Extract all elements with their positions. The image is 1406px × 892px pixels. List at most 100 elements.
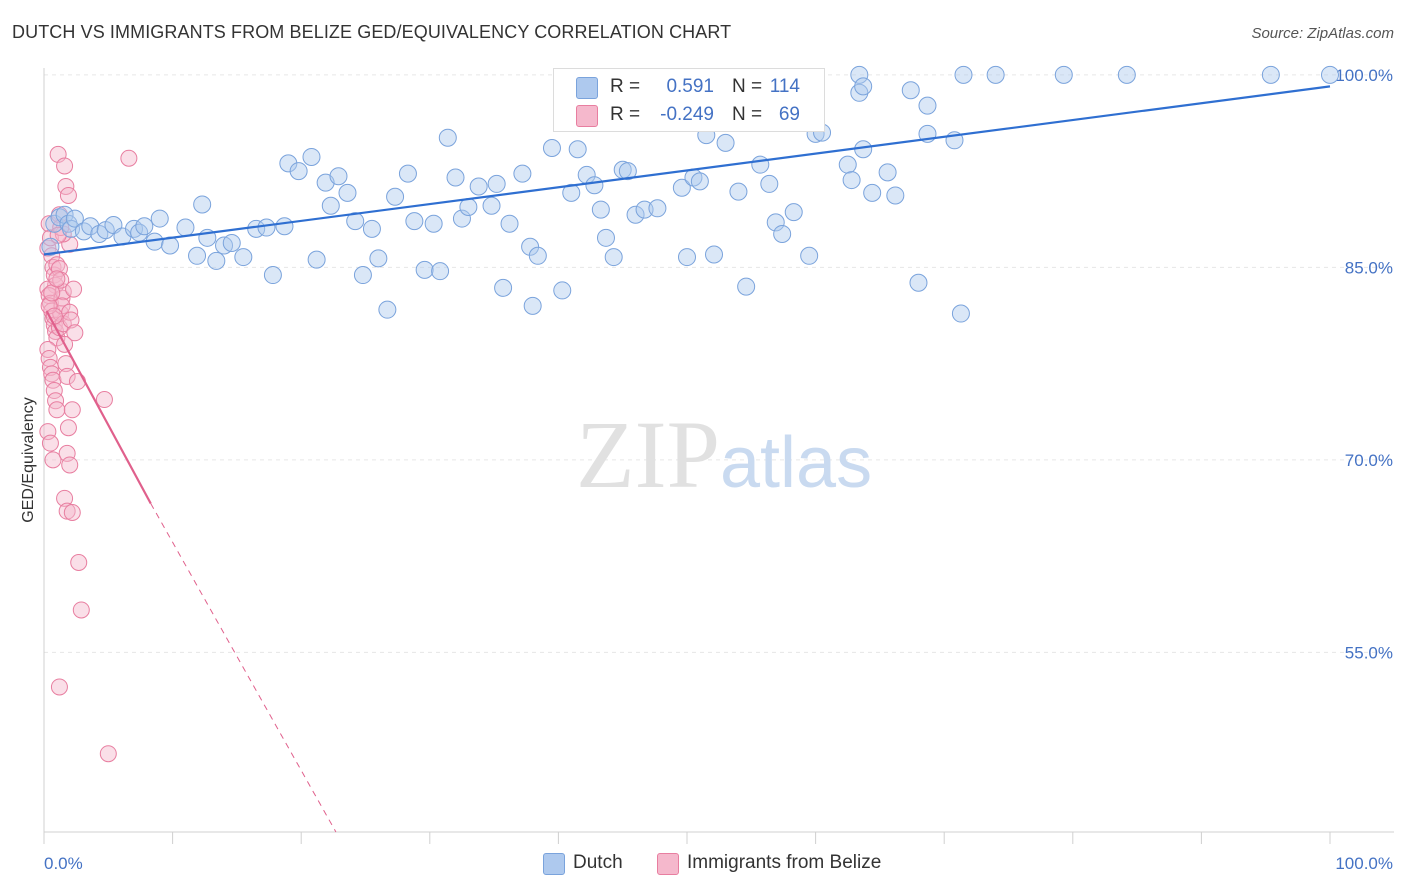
source-label: Source: ZipAtlas.com	[1251, 25, 1394, 42]
dutch-point	[329, 167, 348, 186]
dutch-point	[729, 182, 748, 201]
belize-swatch	[657, 853, 679, 875]
dutch-point	[986, 65, 1005, 84]
belize-point	[68, 373, 86, 391]
dutch-point	[193, 195, 212, 214]
dutch-trend-line	[43, 85, 1331, 256]
belize-point	[59, 419, 77, 437]
dutch-point	[705, 245, 724, 264]
dutch-point	[618, 162, 637, 181]
dutch-point	[1261, 65, 1280, 84]
dutch-point	[528, 246, 547, 265]
dutch-point	[1117, 65, 1136, 84]
belize-point	[48, 270, 66, 288]
dutch-point	[487, 174, 506, 193]
dutch-point	[838, 155, 857, 174]
belize-point	[61, 456, 79, 474]
dutch-point	[176, 218, 195, 237]
n-value: 114	[769, 76, 800, 97]
belize-point	[41, 434, 59, 452]
dutch-point	[878, 163, 897, 182]
trend-lines	[43, 85, 1331, 833]
dutch-point	[135, 217, 154, 236]
dutch-point	[257, 218, 276, 237]
y-tick-labels: 100.0% 85.0% 70.0% 55.0%	[1335, 66, 1393, 662]
dutch-point	[405, 212, 424, 231]
dutch-point	[678, 248, 696, 267]
x-tick-labels: 0.0% 100.0%	[44, 854, 1393, 873]
dutch-point	[424, 214, 443, 233]
y-tick-label: 85.0%	[1345, 258, 1393, 277]
dutch-point	[513, 164, 532, 183]
dutch-point	[321, 196, 340, 215]
dutch-point	[500, 214, 519, 233]
n-value: 69	[778, 104, 800, 125]
dutch-swatch	[576, 77, 598, 99]
dutch-point	[648, 199, 667, 218]
belize-trend-extension	[150, 503, 337, 833]
belize-point	[63, 503, 81, 521]
dutch-point	[81, 217, 100, 236]
dutch-point	[41, 237, 60, 256]
y-tick-label: 55.0%	[1345, 643, 1393, 662]
n-label: N =	[732, 104, 763, 125]
dutch-point	[307, 250, 326, 269]
dutch-point	[521, 237, 540, 256]
belize-point	[58, 367, 76, 385]
dutch-point	[378, 300, 397, 319]
belize-point	[59, 186, 77, 204]
belize-swatch	[576, 105, 598, 127]
dutch-point	[1054, 65, 1073, 84]
belize-point	[44, 451, 62, 469]
belize-point	[95, 391, 113, 409]
belize-point	[43, 284, 61, 302]
dutch-point	[716, 133, 735, 152]
dutch-point	[469, 177, 488, 196]
belize-point	[48, 401, 66, 419]
dutch-point	[773, 224, 792, 243]
r-label: R =	[610, 76, 641, 97]
dutch-point	[289, 162, 308, 181]
x-tick-label-end: 100.0%	[1335, 854, 1393, 873]
r-label: R =	[610, 104, 641, 125]
dutch-point	[353, 266, 372, 285]
dutch-point	[523, 296, 542, 315]
dutch-point	[909, 273, 928, 292]
dutch-point	[737, 277, 756, 296]
dutch-point	[482, 196, 501, 215]
dutch-point	[452, 209, 471, 228]
x-tick-label-start: 0.0%	[44, 854, 83, 873]
chart-title: DUTCH VS IMMIGRANTS FROM BELIZE GED/EQUI…	[12, 22, 732, 42]
dutch-point	[438, 128, 457, 147]
belize-point	[99, 745, 117, 763]
dutch-point	[842, 171, 861, 190]
dutch-point	[542, 138, 561, 157]
dutch-point	[446, 168, 465, 187]
dutch-point	[766, 213, 785, 232]
dutch-swatch	[543, 853, 565, 875]
watermark-zip: ZIP	[576, 401, 720, 508]
dutch-point	[150, 209, 169, 228]
dutch-point	[591, 200, 610, 219]
grid-lines	[44, 74, 1394, 653]
dutch-point	[760, 174, 779, 193]
dutch-point	[863, 183, 882, 202]
dutch-point	[886, 186, 905, 205]
correlation-legend: R = 0.591 N = 114 R = -0.249 N = 69	[553, 68, 825, 132]
dutch-point	[263, 266, 282, 285]
belize-point	[66, 324, 84, 342]
axes	[43, 68, 1394, 844]
belize-point	[72, 601, 90, 619]
dutch-point	[431, 262, 450, 281]
dutch-point	[65, 209, 84, 228]
dutch-point	[207, 251, 226, 270]
legend-label-dutch: Dutch	[573, 852, 623, 873]
belize-point	[39, 340, 57, 358]
belize-point	[120, 149, 138, 167]
dutch-point	[50, 208, 69, 227]
dutch-point	[800, 246, 819, 265]
dutch-point	[362, 219, 381, 238]
dutch-point	[346, 212, 365, 231]
dutch-point	[635, 200, 654, 219]
